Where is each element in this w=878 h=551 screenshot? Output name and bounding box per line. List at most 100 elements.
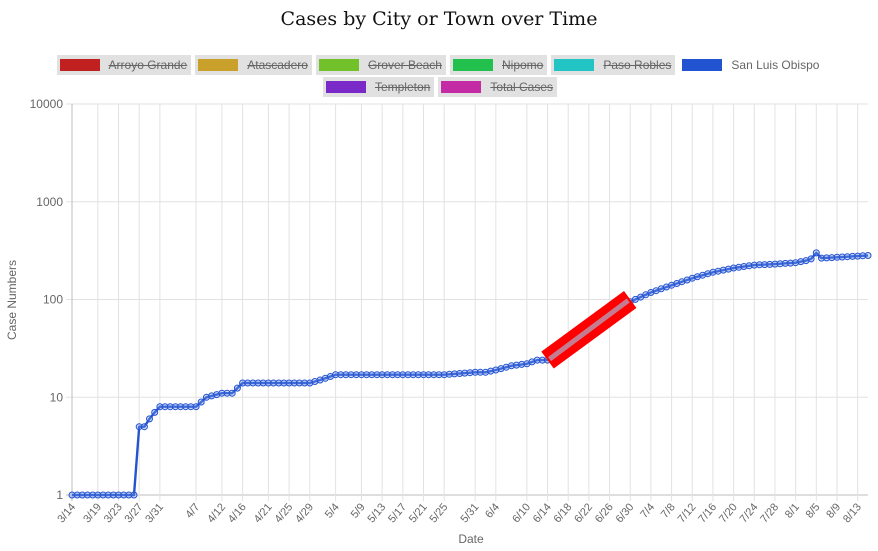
grid-lines — [66, 103, 868, 501]
data-point — [109, 491, 117, 499]
x-tick-label: 6/10 — [510, 501, 533, 525]
x-tick-label: 5/21 — [407, 501, 430, 525]
data-point — [68, 491, 76, 499]
data-point — [270, 379, 278, 387]
data-point — [135, 423, 143, 431]
data-point — [202, 393, 210, 401]
data-point — [259, 379, 267, 387]
data-point — [290, 379, 298, 387]
data-point — [394, 371, 402, 379]
data-point — [389, 371, 396, 379]
data-point — [213, 391, 221, 399]
data-point — [249, 379, 257, 387]
data-point — [275, 379, 283, 387]
data-point — [771, 260, 779, 268]
data-point — [714, 267, 722, 275]
data-point — [445, 370, 453, 378]
legend-item-total-cases[interactable]: Total Cases — [438, 77, 558, 97]
x-tick-label: 6/26 — [593, 501, 616, 525]
x-tick-label: 4/16 — [226, 501, 249, 525]
data-point — [228, 389, 236, 397]
data-point — [378, 371, 386, 379]
y-tick-label: 1 — [56, 488, 63, 502]
data-point — [740, 263, 748, 270]
data-point — [451, 370, 458, 378]
data-point — [140, 423, 148, 431]
x-tick-label: 4/25 — [272, 501, 295, 525]
legend-item-arroyo-grande[interactable]: Arroyo Grande — [56, 55, 192, 75]
data-point — [208, 392, 216, 400]
x-tick-label: 7/24 — [738, 501, 761, 525]
data-point — [513, 361, 520, 369]
data-point — [182, 403, 190, 411]
legend-item-grover-beach[interactable]: Grover Beach — [315, 55, 446, 75]
data-point — [828, 254, 836, 262]
x-tick-label: 4/29 — [293, 501, 316, 525]
x-tick-label: 5/4 — [323, 501, 342, 520]
x-tick-label: 8/1 — [783, 501, 802, 520]
data-point — [461, 369, 469, 377]
data-point — [833, 253, 841, 261]
x-tick-label: 5/17 — [386, 501, 409, 525]
legend-item-nipomo[interactable]: Nipomo — [449, 55, 548, 75]
x-tick-label: 6/22 — [572, 501, 595, 525]
data-point — [115, 491, 122, 499]
annotation-layer — [541, 291, 637, 369]
x-tick-label: 3/23 — [102, 501, 125, 525]
data-point — [781, 259, 789, 267]
legend-label: San Luis Obispo — [731, 58, 820, 72]
data-point — [435, 371, 443, 379]
data-point — [538, 356, 546, 364]
data-point — [192, 403, 200, 411]
data-point — [761, 261, 769, 269]
data-point — [383, 371, 391, 379]
data-point — [166, 403, 174, 411]
data-point — [223, 389, 231, 397]
legend-label: Nipomo — [501, 58, 544, 72]
x-tick-label: 7/4 — [638, 501, 657, 520]
data-point — [456, 370, 464, 377]
data-point — [766, 260, 774, 268]
legend-swatch — [441, 81, 482, 93]
series-layer — [68, 249, 872, 499]
legend-swatch — [318, 59, 359, 71]
y-tick-label: 100 — [43, 293, 63, 307]
data-point — [818, 254, 825, 262]
x-tick-label: 8/13 — [841, 501, 864, 525]
data-point — [750, 261, 758, 269]
legend-swatch — [59, 59, 100, 71]
data-point — [177, 403, 184, 411]
data-point — [99, 491, 107, 499]
legend-label: Grover Beach — [367, 58, 442, 72]
data-point — [776, 260, 784, 268]
legend-item-atascadero[interactable]: Atascadero — [195, 55, 312, 75]
legend-item-san-luis-obispo[interactable]: San Luis Obispo — [679, 55, 823, 75]
highlight-inner-stroke — [548, 298, 630, 362]
data-point — [823, 254, 831, 262]
data-point — [812, 249, 820, 257]
data-point — [414, 371, 422, 379]
legend-item-templeton[interactable]: Templeton — [322, 77, 435, 97]
legend-label: Total Cases — [490, 80, 554, 94]
data-point — [507, 362, 515, 370]
data-point — [187, 403, 195, 411]
x-tick-label: 4/21 — [252, 501, 275, 525]
data-point — [368, 371, 376, 379]
data-point — [482, 368, 489, 376]
legend-item-paso-robles[interactable]: Paso Robles — [551, 55, 676, 75]
data-point — [797, 258, 805, 266]
data-point — [347, 371, 355, 379]
data-point — [94, 491, 102, 499]
x-axis-ticks: 3/14 3/193/233/273/31 4/7 4/124/16 4/214/254… — [55, 501, 864, 525]
data-point — [502, 363, 510, 371]
data-point — [104, 491, 112, 499]
data-point — [487, 367, 495, 375]
data-point — [518, 360, 526, 368]
data-point — [78, 491, 86, 499]
data-point — [399, 371, 407, 379]
data-point — [440, 371, 448, 379]
data-point — [420, 371, 427, 379]
x-tick-label: 3/27 — [123, 501, 146, 525]
x-tick-label: 7/20 — [717, 501, 740, 525]
